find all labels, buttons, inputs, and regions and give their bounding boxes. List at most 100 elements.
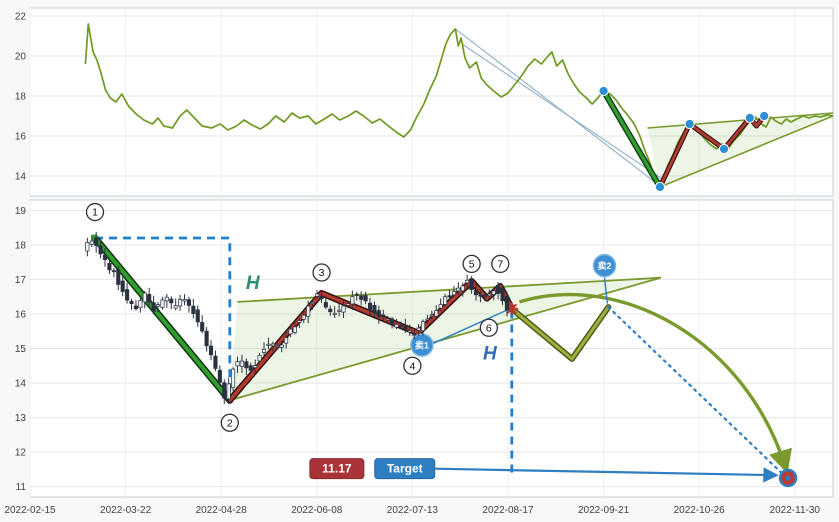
candle-body xyxy=(412,333,417,336)
candle-body xyxy=(487,293,492,297)
candle-body xyxy=(328,308,333,313)
candle-body xyxy=(465,279,470,284)
candle-body xyxy=(460,285,465,292)
candle-body xyxy=(385,318,390,321)
pattern-triangle-lower xyxy=(229,276,662,402)
candle-body xyxy=(407,330,412,333)
x-tick-label: 2022-10-26 xyxy=(674,505,726,516)
x-tick-label: 2022-07-13 xyxy=(387,505,439,516)
candle-body xyxy=(120,280,125,292)
sell1-marker-label: 卖1 xyxy=(415,339,429,350)
y-tick-label: 14 xyxy=(15,172,27,183)
wave-circle-5 xyxy=(462,254,481,274)
candle-body xyxy=(456,287,461,292)
x-tick-label: 2022-06-08 xyxy=(291,505,343,516)
candle-body xyxy=(425,318,430,321)
candle-body xyxy=(332,312,337,315)
candle-body xyxy=(129,300,134,305)
candle-body xyxy=(235,361,240,367)
candle-body xyxy=(133,305,138,310)
candle-body xyxy=(182,299,187,302)
y-tick-label: 14 xyxy=(15,379,27,390)
candle-body xyxy=(213,355,218,369)
candle-body xyxy=(111,270,116,273)
y-tick-label: 18 xyxy=(15,92,27,103)
overview-node-dot xyxy=(654,181,666,193)
overview-chart xyxy=(84,23,834,193)
candle-body xyxy=(416,327,421,331)
candle-body xyxy=(226,383,231,400)
candle-body xyxy=(275,345,280,348)
candle-body xyxy=(394,324,399,328)
wave-circle-4-label: 4 xyxy=(409,360,415,372)
candle-body xyxy=(447,295,452,298)
overview-node-dot xyxy=(744,112,755,124)
y-tick-label: 16 xyxy=(15,309,27,320)
wave-circle-2 xyxy=(220,413,239,432)
candle-body xyxy=(284,337,289,344)
candle-body xyxy=(451,291,456,296)
candle-body xyxy=(500,287,505,302)
candle-body xyxy=(98,245,103,255)
candle-body xyxy=(195,309,200,323)
overview-node-dot xyxy=(684,118,695,130)
candlesticks xyxy=(85,231,509,405)
candle-body xyxy=(372,305,377,314)
candle-body xyxy=(345,303,350,306)
connector-line xyxy=(603,277,609,304)
candle-body xyxy=(85,242,90,252)
target-point-center xyxy=(785,475,791,481)
x-tick-label: 2022-08-17 xyxy=(482,505,534,516)
y-tick-label: 15 xyxy=(15,344,27,355)
target-arrow xyxy=(435,467,779,483)
candle-body xyxy=(350,296,355,305)
candle-body xyxy=(89,240,94,245)
wave-circle-7 xyxy=(491,254,510,274)
candle-body xyxy=(244,361,249,369)
overview-triangle xyxy=(647,113,833,187)
candle-body xyxy=(504,295,509,311)
connector-line xyxy=(433,309,507,344)
candle-body xyxy=(438,304,443,309)
candle-body xyxy=(359,295,364,300)
candle-body xyxy=(204,330,209,347)
wave-circle-6-label: 6 xyxy=(486,322,492,334)
candle-body xyxy=(102,254,108,260)
overview-node-dot xyxy=(759,110,770,122)
wave-circle-6 xyxy=(479,318,499,337)
candle-body xyxy=(186,299,191,306)
overview-zigzag xyxy=(658,114,766,189)
candle-body xyxy=(142,292,147,303)
candle-body xyxy=(217,369,222,383)
candle-body xyxy=(266,343,271,346)
candle-body xyxy=(147,294,152,303)
wave-circle-4 xyxy=(403,356,422,375)
candle-body xyxy=(169,298,174,304)
candle-body xyxy=(151,302,156,312)
candle-body xyxy=(478,294,483,297)
projection-curve-arrow xyxy=(518,292,792,474)
candle-body xyxy=(94,237,99,246)
y-tick-label: 20 xyxy=(15,52,27,63)
candle-body xyxy=(429,314,434,317)
candle-body xyxy=(434,310,439,317)
wave-circle-3 xyxy=(312,263,331,282)
sell2-marker xyxy=(592,253,617,278)
overview-node-dot xyxy=(718,143,730,155)
x-tick-label: 2022-09-21 xyxy=(578,505,630,516)
target-badge xyxy=(374,458,436,480)
x-tick-label: 2022-04-28 xyxy=(196,505,248,516)
wave-circle-7-label: 7 xyxy=(497,258,503,270)
candle-body xyxy=(270,343,275,347)
candle-body xyxy=(292,326,297,333)
candle-body xyxy=(155,304,161,307)
y-tick-label: 19 xyxy=(15,206,27,217)
candle-body xyxy=(354,293,359,296)
overview-node-dot xyxy=(598,85,609,97)
candle-body xyxy=(390,318,395,325)
candle-body xyxy=(310,302,315,305)
detail-chart: 11.17 Target 1 2 3 4 5 6 7 卖1 卖2 H H xyxy=(85,202,798,488)
